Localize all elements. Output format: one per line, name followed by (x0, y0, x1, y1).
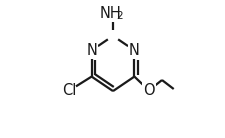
Text: O: O (142, 83, 154, 98)
Text: N: N (86, 43, 97, 58)
Text: NH: NH (99, 6, 121, 21)
Text: 2: 2 (116, 11, 122, 21)
Text: Cl: Cl (62, 83, 76, 98)
Text: N: N (128, 43, 139, 58)
